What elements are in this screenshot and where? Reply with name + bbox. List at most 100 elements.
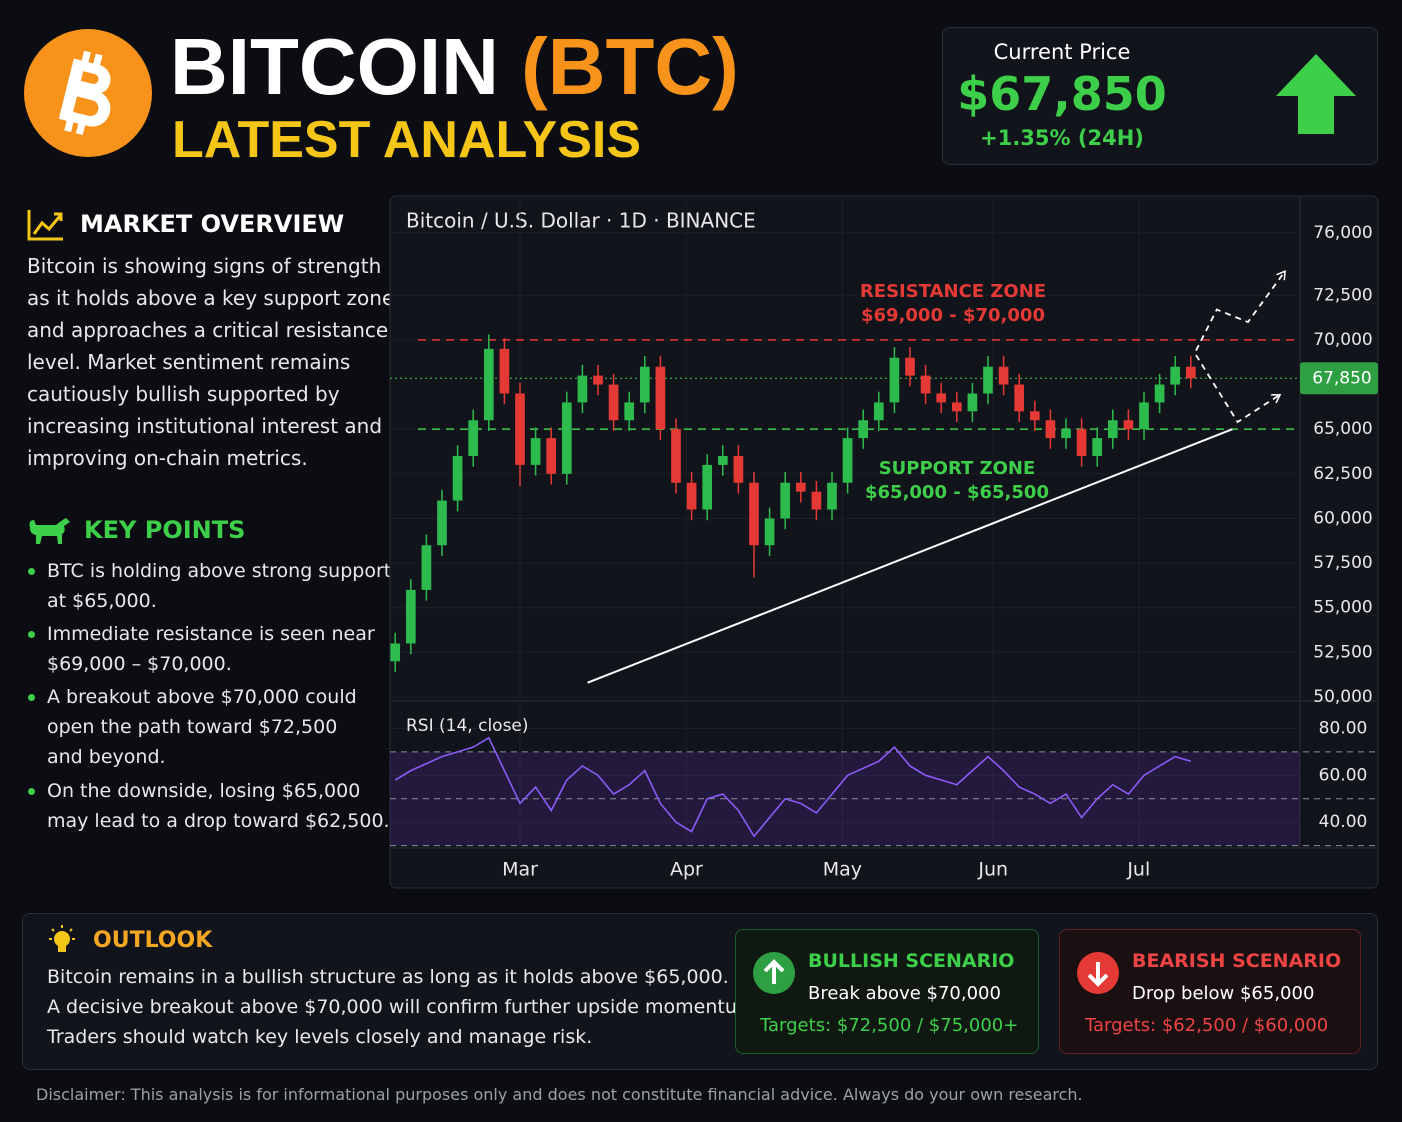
candle-body [858,420,869,439]
candle-body [1061,429,1071,439]
candle-body [983,366,993,394]
candle-body [951,402,962,412]
candle-body [530,438,541,465]
key-point-line: On the downside, losing $65,000 [47,780,361,802]
candle-body [686,482,697,510]
candle-body [764,518,775,546]
subtitle: LATEST ANALYSIS [172,111,642,169]
candle-body [889,357,900,403]
y-tick-label: 52,500 [1313,642,1372,662]
key-point-line: A breakout above $70,000 could [47,686,357,708]
outlook-line: Traders should watch key levels closely … [47,1026,593,1048]
candle-body [967,393,978,412]
resistance-range: $69,000 - $70,000 [861,305,1045,326]
y-tick-label: 57,500 [1313,553,1372,573]
y-tick-label: 80.00 [1319,718,1368,738]
candle-body [515,393,525,465]
candle-body [905,357,915,376]
x-tick-label: Jun [977,859,1008,881]
candle-body [437,500,447,546]
candle-body [733,455,744,483]
bullish-icon [753,952,795,994]
candle-body [717,455,728,465]
key-points-title: KEY POINTS [84,516,246,544]
overview-line: cautiously bullish supported by [27,382,340,406]
bearish-condition: Drop below $65,000 [1132,983,1315,1004]
candle-body [1014,384,1025,412]
outlook-line: Bitcoin remains in a bullish structure a… [47,966,729,988]
candle-body [468,420,479,456]
candle-body [1029,411,1040,421]
candle-body [811,491,822,510]
overview-line: as it holds above a key support zone [27,286,395,310]
overview-line: improving on-chain metrics. [27,446,308,470]
bearish-targets: Targets: $62,500 / $60,000 [1085,1015,1329,1036]
candle-body [873,402,884,421]
chart-frame [389,195,1379,889]
bullish-title: BULLISH SCENARIO [808,950,1015,972]
support-label: SUPPORT ZONE [879,458,1036,479]
bullish-targets: Targets: $72,500 / $75,000+ [760,1015,1019,1036]
candle-body [655,366,666,430]
key-point-line: at $65,000. [47,590,157,612]
bullish-box [735,929,1039,1054]
bullet [28,568,35,575]
candle-body [702,464,713,510]
price-label: Current Price [993,40,1131,64]
candle-body [1092,438,1103,456]
projection [1195,272,1284,352]
chart-icon [27,210,63,241]
key-point-line: and beyond. [47,746,166,768]
candle-body [390,643,401,662]
candle-body [577,375,588,403]
x-tick-label: May [823,859,862,881]
price-change: +1.35% (24H) [980,126,1144,150]
candle-body [1045,420,1056,439]
key-point-line: may lead to a drop toward $62,500. [47,810,390,832]
y-tick-label: 40.00 [1319,812,1368,832]
overview-line: and approaches a critical resistance [27,318,389,342]
y-tick-label: 62,500 [1313,464,1372,484]
x-tick-label: Jul [1126,859,1150,881]
candle-body [1076,429,1087,456]
overview-line: Bitcoin is showing signs of strength [27,254,382,278]
candle-body [624,402,635,421]
candle-body [827,482,837,510]
candle-body [1123,420,1134,430]
chart: 76,000 72,500 70,000 65,000 62,500 60,000 57,5… [389,195,1379,889]
overview-line: level. Market sentiment remains [27,350,351,374]
current-price-label: 67,850 [1312,368,1371,388]
candle-body [546,438,557,474]
candle-body [608,384,619,421]
y-tick-label: 65,000 [1313,419,1372,439]
y-tick-label: 76,000 [1313,223,1372,243]
outlook-title: OUTLOOK [93,928,213,953]
bearish-box [1059,929,1361,1054]
rsi-line [394,736,1192,838]
candle-body [1170,366,1181,385]
candle-body [842,438,853,483]
bull-icon [29,518,70,544]
projection [1195,354,1279,424]
candle-body [593,375,603,385]
bullet [28,694,35,701]
bearish-icon [1077,952,1119,994]
resistance-label: RESISTANCE ZONE [860,281,1046,302]
candle-body [561,402,572,474]
candle-body [499,348,510,394]
disclaimer: Disclaimer: This analysis is for informa… [36,1085,1083,1104]
outlook-line: A decisive breakout above $70,000 will c… [47,996,762,1018]
y-tick-label: 55,000 [1313,598,1372,618]
title: BITCOIN (BTC) [170,22,739,112]
candle-body [1154,384,1165,403]
support-range: $65,000 - $65,500 [865,482,1049,503]
price-value: $67,850 [957,67,1167,121]
candle-body [452,455,463,501]
key-point-line: open the path toward $72,500 [47,716,338,738]
x-tick-label: Mar [502,859,538,881]
candle-body [920,375,931,394]
candle-body [1185,366,1196,379]
trendline [587,428,1233,684]
title-ticker: (BTC) [521,22,739,111]
